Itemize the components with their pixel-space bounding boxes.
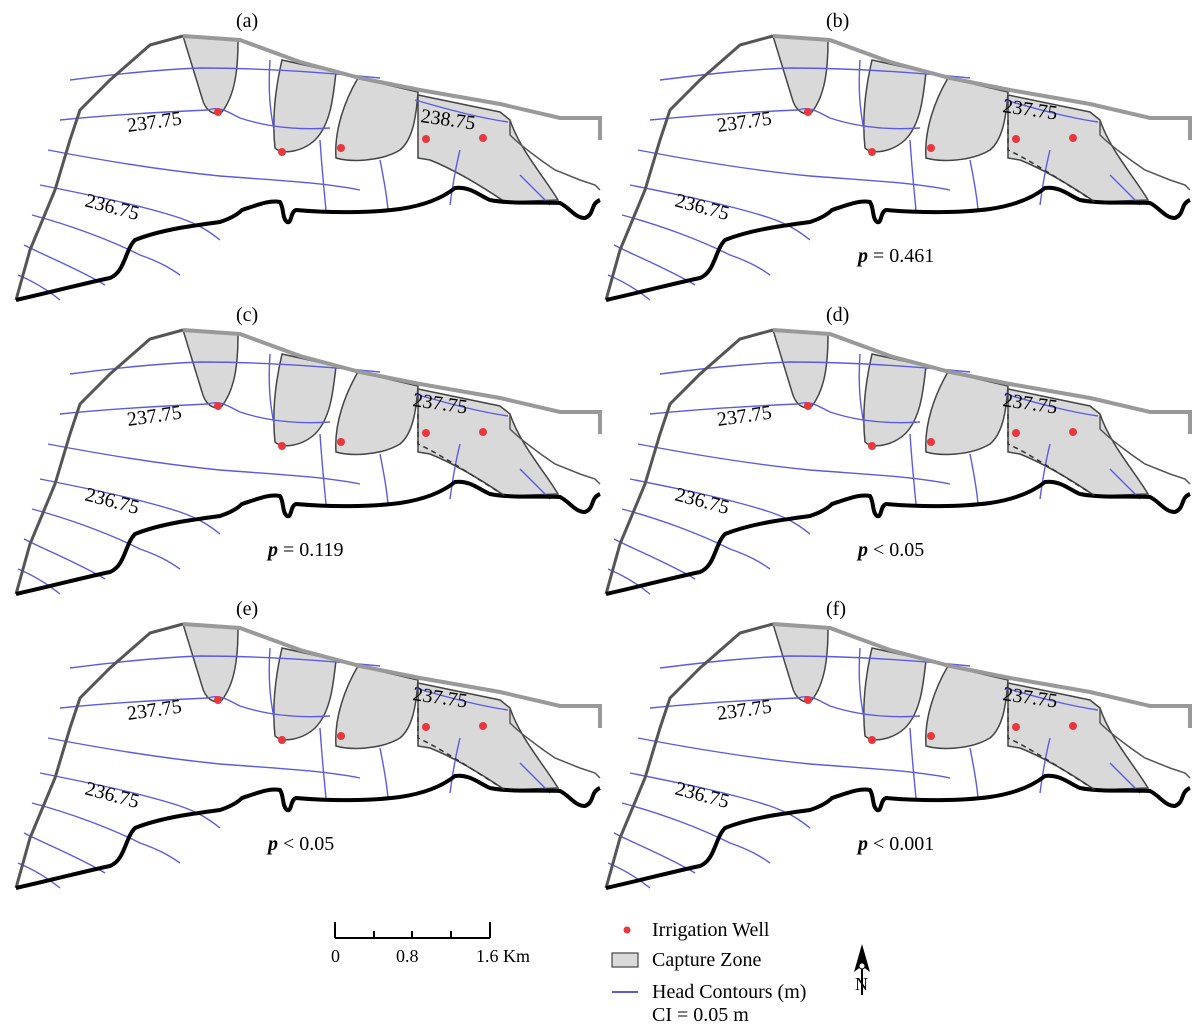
scale-bar: 0 0.8 1.6 Km (331, 922, 530, 966)
irrigation-well (804, 108, 812, 116)
scale-tick-0: 0 (331, 946, 340, 966)
irrigation-well (927, 732, 935, 740)
north-arrow-icon: N (854, 944, 870, 995)
irrigation-well (479, 722, 487, 730)
irrigation-well (479, 134, 487, 142)
irrigation-well (1069, 722, 1077, 730)
irrigation-well (278, 442, 286, 450)
contour-label: 236.75 (83, 190, 142, 225)
contour-label: 236.75 (83, 484, 142, 519)
irrigation-well (214, 402, 222, 410)
irrigation-well (868, 148, 876, 156)
irrigation-well (422, 135, 430, 143)
irrigation-well (278, 148, 286, 156)
irrigation-well (927, 144, 935, 152)
irrigation-well (479, 428, 487, 436)
irrigation-well (804, 402, 812, 410)
irrigation-well (1012, 135, 1020, 143)
irrigation-well (1069, 428, 1077, 436)
contour-label: 237.75 (716, 108, 774, 137)
legend-capture-symbol (611, 952, 639, 968)
panel-label: (d) (826, 304, 849, 326)
irrigation-well (927, 438, 935, 446)
legend-ci-label: CI = 0.05 m (652, 1004, 749, 1026)
irrigation-well (804, 696, 812, 704)
panel-label: (e) (236, 598, 258, 620)
p-value-label: p < 0.05 (266, 833, 334, 855)
scale-tick-2: 1.6 Km (476, 946, 530, 966)
irrigation-well (337, 732, 345, 740)
irrigation-well (1012, 429, 1020, 437)
irrigation-well (1069, 134, 1077, 142)
legend-contour-label: Head Contours (m) (652, 981, 806, 1003)
irrigation-well (278, 736, 286, 744)
irrigation-well (868, 442, 876, 450)
irrigation-well (214, 108, 222, 116)
contour-label: 236.75 (673, 484, 732, 519)
contour-label: 237.75 (126, 108, 184, 137)
legend-well-label: Irrigation Well (652, 919, 770, 941)
irrigation-well (422, 723, 430, 731)
north-label: N (855, 974, 868, 994)
p-value-label: p < 0.001 (856, 833, 934, 855)
legend-capture-label: Capture Zone (652, 949, 762, 971)
p-value-label: p = 0.461 (856, 245, 934, 267)
irrigation-well (337, 144, 345, 152)
panel-label: (f) (826, 598, 846, 620)
panel-label: (c) (236, 304, 258, 326)
contour-label: 237.75 (716, 696, 774, 725)
scale-tick-1: 0.8 (396, 946, 419, 966)
irrigation-well (337, 438, 345, 446)
p-value-label: p < 0.05 (856, 539, 924, 561)
irrigation-well (214, 696, 222, 704)
irrigation-well (1012, 723, 1020, 731)
legend: Irrigation Well Capture Zone Head Contou… (611, 919, 806, 1026)
panel-label: (b) (826, 10, 849, 32)
contour-label: 236.75 (83, 778, 142, 813)
contour-label: 237.75 (126, 696, 184, 725)
panel-label: (a) (236, 10, 258, 32)
irrigation-well (868, 736, 876, 744)
contour-label: 237.75 (716, 402, 774, 431)
irrigation-well (422, 429, 430, 437)
p-value-label: p = 0.119 (266, 539, 344, 561)
legend-well-symbol (623, 926, 631, 934)
contour-label: 236.75 (673, 778, 732, 813)
contour-label: 236.75 (673, 190, 732, 225)
contour-label: 237.75 (126, 402, 184, 431)
